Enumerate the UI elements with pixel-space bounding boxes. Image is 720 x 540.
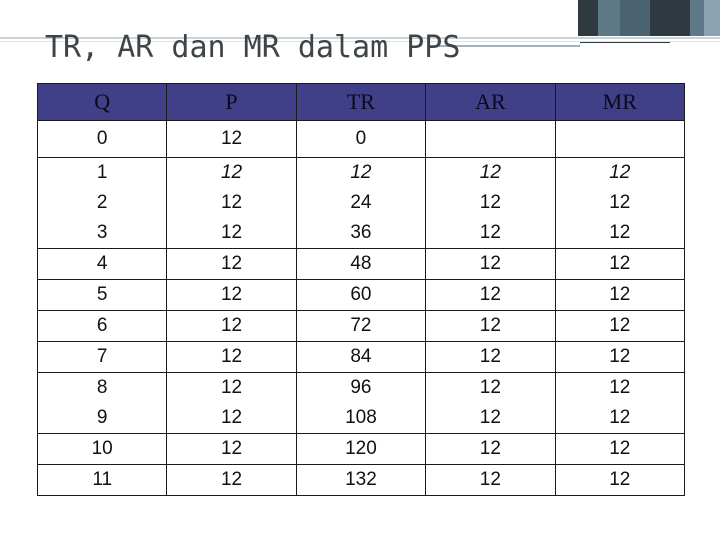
table-cell: 3 — [36, 218, 168, 249]
table-cell: 132 — [295, 464, 427, 496]
table-row: 1 12 12 12 12 — [36, 157, 686, 188]
table-cell: 6 — [36, 310, 168, 342]
table-cell — [425, 120, 556, 158]
table-cell: 12 — [166, 403, 297, 434]
table-row: 3 12 36 12 12 — [36, 218, 686, 249]
table-row: 8 12 96 12 12 — [36, 372, 686, 403]
table-cell: 10 — [36, 433, 168, 465]
table-cell: 36 — [295, 218, 427, 249]
table-cell: 0 — [36, 120, 168, 158]
table-cell: 12 — [166, 120, 297, 158]
table-cell: 12 — [166, 279, 297, 311]
table-cell: 12 — [295, 157, 427, 188]
column-header-mr: MR — [554, 83, 686, 121]
table-cell: 120 — [295, 433, 427, 465]
table-row: 0 12 0 — [36, 120, 686, 158]
table-cell: 5 — [36, 279, 168, 311]
table-cell: 12 — [554, 218, 686, 249]
column-header-q: Q — [36, 83, 168, 121]
table-cell: 12 — [554, 341, 686, 373]
table-cell: 2 — [36, 188, 168, 218]
table-cell: 7 — [36, 341, 168, 373]
slide-title: TR, AR dan MR dalam PPS — [45, 30, 461, 65]
table-cell: 4 — [36, 248, 168, 280]
table-cell: 60 — [295, 279, 427, 311]
table-cell: 1 — [36, 157, 168, 188]
revenue-table: Q P TR AR MR 0 12 0 1 12 12 12 12 2 12 2… — [36, 83, 686, 496]
table-row: 2 12 24 12 12 — [36, 188, 686, 218]
table-cell: 11 — [36, 464, 168, 496]
table-row: 11 12 132 12 12 — [36, 464, 686, 496]
table-cell: 12 — [166, 433, 297, 465]
table-cell: 12 — [166, 310, 297, 342]
table-row: 6 12 72 12 12 — [36, 310, 686, 342]
column-header-p: P — [166, 83, 297, 121]
table-cell: 12 — [554, 464, 686, 496]
table-cell: 12 — [554, 279, 686, 311]
column-header-tr: TR — [295, 83, 427, 121]
table-cell: 48 — [295, 248, 427, 280]
table-cell: 12 — [554, 372, 686, 403]
table-cell: 12 — [166, 341, 297, 373]
table-cell: 9 — [36, 403, 168, 434]
table-row: 7 12 84 12 12 — [36, 341, 686, 373]
table-cell: 12 — [425, 188, 556, 218]
table-cell: 12 — [166, 464, 297, 496]
table-cell: 12 — [425, 248, 556, 280]
table-cell: 12 — [166, 248, 297, 280]
table-cell: 12 — [425, 157, 556, 188]
table-cell: 12 — [554, 188, 686, 218]
column-header-ar: AR — [425, 83, 556, 121]
table-header-row: Q P TR AR MR — [36, 83, 686, 121]
table-cell: 12 — [554, 157, 686, 188]
table-cell: 12 — [425, 372, 556, 403]
table-cell: 12 — [425, 403, 556, 434]
table-cell: 96 — [295, 372, 427, 403]
table-cell: 8 — [36, 372, 168, 403]
table-cell: 12 — [425, 433, 556, 465]
table-cell: 12 — [425, 464, 556, 496]
table-cell: 12 — [425, 310, 556, 342]
table-row: 4 12 48 12 12 — [36, 248, 686, 280]
table-row: 10 12 120 12 12 — [36, 433, 686, 465]
table-cell: 12 — [554, 433, 686, 465]
table-cell: 12 — [166, 188, 297, 218]
table-cell: 108 — [295, 403, 427, 434]
table-cell: 12 — [166, 218, 297, 249]
table-cell: 12 — [425, 218, 556, 249]
table-row: 9 12 108 12 12 — [36, 403, 686, 434]
table-cell: 12 — [166, 157, 297, 188]
table-cell — [554, 120, 686, 158]
table-cell: 12 — [554, 403, 686, 434]
table-cell: 24 — [295, 188, 427, 218]
table-cell: 0 — [295, 120, 427, 158]
table-cell: 72 — [295, 310, 427, 342]
table-cell: 12 — [554, 248, 686, 280]
table-cell: 12 — [425, 279, 556, 311]
table-cell: 12 — [554, 310, 686, 342]
table-row: 5 12 60 12 12 — [36, 279, 686, 311]
table-cell: 12 — [166, 372, 297, 403]
table-cell: 12 — [425, 341, 556, 373]
table-cell: 84 — [295, 341, 427, 373]
